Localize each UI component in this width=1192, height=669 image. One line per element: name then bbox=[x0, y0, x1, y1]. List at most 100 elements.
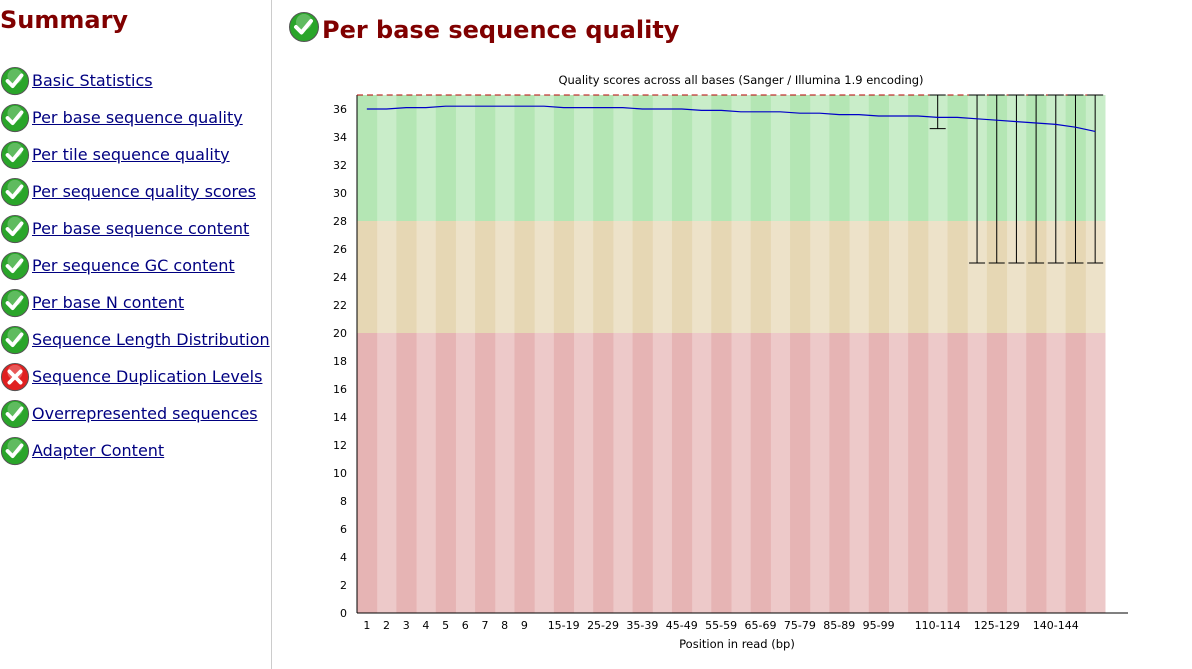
warning-zone bbox=[927, 221, 949, 333]
summary-item[interactable]: Sequence Duplication Levels bbox=[0, 358, 270, 395]
bad-zone bbox=[534, 333, 555, 613]
warning-zone bbox=[1045, 221, 1067, 333]
summary-item[interactable]: Per tile sequence quality bbox=[0, 136, 270, 173]
bad-zone bbox=[849, 333, 870, 613]
summary-link[interactable]: Per base N content bbox=[32, 293, 185, 312]
warning-zone bbox=[1065, 221, 1086, 333]
bad-zone bbox=[1085, 333, 1106, 613]
x-tick-label: 65-69 bbox=[745, 619, 777, 632]
x-tick-label: 75-79 bbox=[784, 619, 816, 632]
good-zone bbox=[534, 95, 555, 221]
x-tick-label: 35-39 bbox=[626, 619, 658, 632]
summary-item[interactable]: Basic Statistics bbox=[0, 62, 270, 99]
warning-zone bbox=[632, 221, 653, 333]
bad-zone bbox=[553, 333, 575, 613]
summary-link[interactable]: Per sequence GC content bbox=[32, 256, 235, 275]
summary-link[interactable]: Per base sequence quality bbox=[32, 108, 243, 127]
warning-zone bbox=[809, 221, 830, 333]
bad-zone bbox=[1006, 333, 1027, 613]
pass-icon bbox=[0, 436, 30, 466]
good-zone bbox=[396, 95, 417, 221]
bad-zone bbox=[514, 333, 535, 613]
warning-zone bbox=[357, 221, 378, 333]
good-zone bbox=[711, 95, 732, 221]
good-zone bbox=[671, 95, 693, 221]
bad-zone bbox=[396, 333, 417, 613]
x-tick-label: 95-99 bbox=[863, 619, 895, 632]
summary-sidebar: Summary Basic Statistics Per base sequenc… bbox=[0, 0, 272, 669]
good-zone bbox=[947, 95, 968, 221]
bad-zone bbox=[357, 333, 378, 613]
bad-zone bbox=[376, 333, 397, 613]
summary-link[interactable]: Per sequence quality scores bbox=[32, 182, 256, 201]
warning-zone bbox=[553, 221, 575, 333]
summary-item[interactable]: Sequence Length Distribution bbox=[0, 321, 270, 358]
bad-zone bbox=[790, 333, 811, 613]
warning-zone bbox=[455, 221, 476, 333]
good-zone bbox=[829, 95, 850, 221]
good-zone bbox=[612, 95, 634, 221]
good-zone bbox=[514, 95, 535, 221]
x-tick-label: 1 bbox=[363, 619, 370, 632]
good-zone bbox=[455, 95, 476, 221]
pass-icon bbox=[0, 66, 30, 96]
warning-zone bbox=[1085, 221, 1106, 333]
summary-link[interactable]: Sequence Length Distribution bbox=[32, 330, 270, 349]
pass-icon bbox=[0, 251, 30, 281]
good-zone bbox=[809, 95, 830, 221]
x-axis-label: Position in read (bp) bbox=[679, 637, 795, 651]
summary-link[interactable]: Per base sequence content bbox=[32, 219, 250, 238]
bad-zone bbox=[908, 333, 929, 613]
summary-item[interactable]: Per base N content bbox=[0, 284, 270, 321]
summary-link[interactable]: Adapter Content bbox=[32, 441, 165, 460]
bad-zone bbox=[652, 333, 673, 613]
warning-zone bbox=[908, 221, 929, 333]
summary-heading: Summary bbox=[0, 6, 129, 34]
y-tick-label: 24 bbox=[333, 271, 347, 284]
good-zone bbox=[868, 95, 889, 221]
warning-zone bbox=[868, 221, 889, 333]
good-zone bbox=[888, 95, 909, 221]
summary-link[interactable]: Basic Statistics bbox=[32, 71, 153, 90]
summary-item[interactable]: Per base sequence quality bbox=[0, 99, 270, 136]
bad-zone bbox=[829, 333, 850, 613]
warning-zone bbox=[731, 221, 752, 333]
summary-item[interactable]: Overrepresented sequences bbox=[0, 395, 270, 432]
good-zone bbox=[691, 95, 712, 221]
bad-zone bbox=[1045, 333, 1067, 613]
summary-item[interactable]: Per sequence quality scores bbox=[0, 173, 270, 210]
y-tick-label: 16 bbox=[333, 383, 347, 396]
x-tick-label: 7 bbox=[481, 619, 488, 632]
summary-item[interactable]: Per base sequence content bbox=[0, 210, 270, 247]
good-zone bbox=[652, 95, 673, 221]
summary-link[interactable]: Overrepresented sequences bbox=[32, 404, 258, 423]
good-zone bbox=[632, 95, 653, 221]
bad-zone bbox=[770, 333, 791, 613]
y-tick-label: 34 bbox=[333, 131, 347, 144]
bad-zone bbox=[1065, 333, 1086, 613]
bad-zone bbox=[612, 333, 634, 613]
bad-zone bbox=[632, 333, 653, 613]
warning-zone bbox=[593, 221, 614, 333]
pass-icon bbox=[0, 140, 30, 170]
good-zone bbox=[750, 95, 771, 221]
warning-zone bbox=[396, 221, 417, 333]
warning-zone bbox=[691, 221, 712, 333]
x-tick-label: 45-49 bbox=[666, 619, 698, 632]
summary-link[interactable]: Per tile sequence quality bbox=[32, 145, 230, 164]
y-tick-label: 8 bbox=[340, 495, 347, 508]
x-tick-label: 15-19 bbox=[548, 619, 580, 632]
summary-item[interactable]: Adapter Content bbox=[0, 432, 270, 469]
bad-zone bbox=[416, 333, 437, 613]
warning-zone bbox=[534, 221, 555, 333]
bad-zone bbox=[671, 333, 693, 613]
good-zone bbox=[927, 95, 949, 221]
x-tick-label: 9 bbox=[521, 619, 528, 632]
y-tick-label: 28 bbox=[333, 215, 347, 228]
summary-link[interactable]: Sequence Duplication Levels bbox=[32, 367, 263, 386]
warning-zone bbox=[967, 221, 988, 333]
x-tick-label: 140-144 bbox=[1033, 619, 1079, 632]
pass-icon bbox=[0, 325, 30, 355]
y-tick-label: 0 bbox=[340, 607, 347, 620]
summary-item[interactable]: Per sequence GC content bbox=[0, 247, 270, 284]
